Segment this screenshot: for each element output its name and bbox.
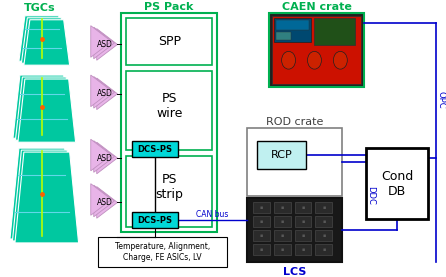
Polygon shape [97,142,117,174]
Polygon shape [13,75,70,138]
Text: ▪: ▪ [281,233,284,238]
Text: RCP: RCP [271,150,293,160]
Text: DCS-PS: DCS-PS [138,145,173,154]
Bar [274,18,311,42]
Bar [315,216,332,227]
Polygon shape [91,184,112,215]
Polygon shape [91,75,112,107]
Text: ▪: ▪ [322,205,326,210]
Bar [294,216,311,227]
Bar [126,18,212,65]
Bar [253,202,270,213]
Bar [247,198,343,262]
Bar [274,202,291,213]
Text: ▪: ▪ [281,219,284,224]
Polygon shape [94,76,115,108]
Bar [294,244,311,255]
Bar [98,237,227,267]
Text: ASD: ASD [97,40,113,49]
Text: ▪: ▪ [260,205,263,210]
Bar [126,71,212,150]
Polygon shape [97,29,117,60]
Polygon shape [91,139,112,171]
Ellipse shape [281,51,296,69]
Ellipse shape [333,51,347,69]
Text: PS
strip: PS strip [155,173,183,201]
Polygon shape [19,16,65,61]
Bar [253,244,270,255]
Polygon shape [21,18,67,63]
Polygon shape [10,148,74,239]
Ellipse shape [307,51,322,69]
Text: ROD crate: ROD crate [266,117,323,127]
Bar [126,156,212,227]
Text: TGCs: TGCs [24,3,56,13]
Text: ▪: ▪ [281,205,284,210]
Bar [276,32,291,40]
Bar [314,18,355,45]
Text: ▪: ▪ [301,247,305,252]
Text: OPC: OPC [436,91,446,109]
Bar [132,212,178,228]
Bar [121,13,217,232]
Text: ▪: ▪ [301,233,305,238]
Bar [274,230,291,241]
Polygon shape [91,26,112,57]
Text: PS Pack: PS Pack [145,2,194,12]
Text: DCS-PS: DCS-PS [138,216,173,225]
Polygon shape [97,78,117,110]
Text: Cond
DB: Cond DB [381,170,413,198]
Text: DDC: DDC [366,186,375,205]
Text: ▪: ▪ [322,233,326,238]
Polygon shape [24,20,70,65]
Text: ASD: ASD [97,198,113,207]
Bar [294,230,311,241]
Bar [294,202,311,213]
Text: LCS: LCS [283,266,306,276]
Bar [366,148,428,219]
Text: CAN bus: CAN bus [196,210,229,219]
Text: PS
wire: PS wire [156,92,182,120]
Text: ▪: ▪ [301,205,305,210]
Bar [272,16,361,84]
Text: CAEN crate: CAEN crate [281,2,351,12]
Bar [132,141,178,157]
Text: ASD: ASD [97,153,113,163]
Polygon shape [18,79,76,142]
Bar [257,141,306,169]
Text: ▪: ▪ [260,247,263,252]
Text: ▪: ▪ [322,247,326,252]
Text: ▪: ▪ [260,219,263,224]
Polygon shape [97,187,117,218]
Text: ▪: ▪ [260,233,263,238]
Bar [253,216,270,227]
Bar [247,128,343,196]
Polygon shape [94,27,115,59]
Text: Temperature, Alignment,
Charge, FE ASICs, LV: Temperature, Alignment, Charge, FE ASICs… [115,242,210,261]
Text: ASD: ASD [97,89,113,98]
Bar [315,202,332,213]
Text: ▪: ▪ [322,219,326,224]
Bar [315,244,332,255]
Polygon shape [15,152,78,243]
Bar [274,216,291,227]
Bar [315,230,332,241]
Text: ▪: ▪ [301,219,305,224]
Polygon shape [94,141,115,172]
Bar [276,20,310,30]
Bar [274,244,291,255]
Bar [253,230,270,241]
Text: SPP: SPP [158,35,181,48]
Polygon shape [12,150,76,241]
Polygon shape [16,77,73,140]
Bar [268,13,364,87]
Text: ▪: ▪ [281,247,284,252]
Polygon shape [94,185,115,217]
